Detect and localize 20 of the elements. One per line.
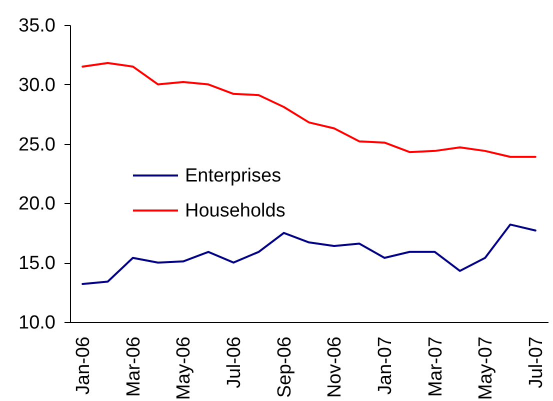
y-tick-label: 15.0 bbox=[18, 253, 56, 274]
line-series bbox=[82, 62, 536, 158]
legend-label: Households bbox=[185, 200, 286, 222]
x-tick-label: Jan-06 bbox=[73, 336, 94, 395]
y-tick-label: 30.0 bbox=[18, 74, 56, 96]
x-tick-label: Jul-07 bbox=[526, 336, 547, 388]
x-tick-label: May-06 bbox=[174, 336, 195, 400]
x-tick-label: Mar-07 bbox=[425, 336, 446, 397]
x-tick-label: Sep-06 bbox=[274, 336, 296, 398]
x-tick-label: Jul-06 bbox=[224, 336, 246, 388]
x-tick-label: May-07 bbox=[476, 336, 497, 400]
x-tick-label: Jan-07 bbox=[374, 336, 396, 395]
x-tick-label: Nov-06 bbox=[324, 336, 346, 398]
legend-label: Enterprises bbox=[185, 166, 282, 186]
y-tick-label: 10.0 bbox=[18, 312, 56, 334]
y-tick-label: 20.0 bbox=[18, 194, 56, 215]
line-series bbox=[82, 224, 536, 285]
y-tick-label: 25.0 bbox=[18, 134, 56, 156]
x-tick-label: Mar-06 bbox=[123, 336, 144, 397]
y-tick-label: 35.0 bbox=[18, 16, 56, 36]
